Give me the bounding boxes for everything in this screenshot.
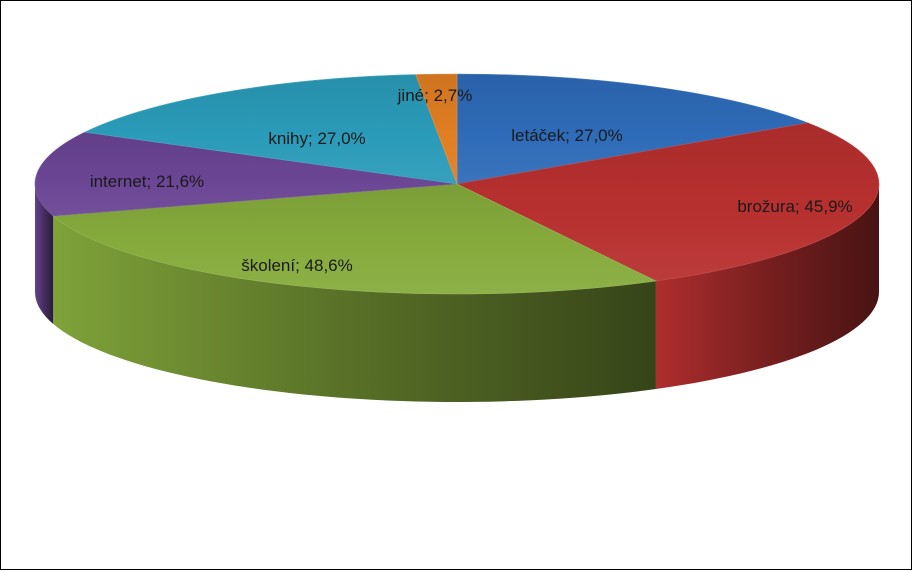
data-label-knihy: knihy; 27,0% (268, 129, 365, 148)
pie-slice-jiné (415, 73, 458, 185)
pie-slice-školení (52, 183, 657, 295)
data-label-školení: školení; 48,6% (241, 256, 353, 275)
pie-slice-internet (34, 131, 458, 217)
pie-slice-letáček (456, 73, 809, 185)
pie-side-školení (53, 215, 656, 402)
pie-slice-brožura (456, 122, 880, 282)
pie-side-internet (35, 184, 54, 324)
data-label-brožura: brožura; 45,9% (737, 197, 852, 216)
data-labels: letáček; 27,0% brožura; 45,9% školení; 48,… (90, 86, 853, 275)
data-label-internet: internet; 21,6% (90, 172, 204, 191)
pie-slice-knihy (83, 74, 458, 185)
data-label-jiné: jiné; 2,7% (397, 86, 473, 105)
pie-slices (34, 73, 880, 295)
pie-side-brožura (655, 184, 879, 390)
data-label-letáček: letáček; 27,0% (511, 126, 623, 145)
pie-sides (35, 184, 879, 402)
